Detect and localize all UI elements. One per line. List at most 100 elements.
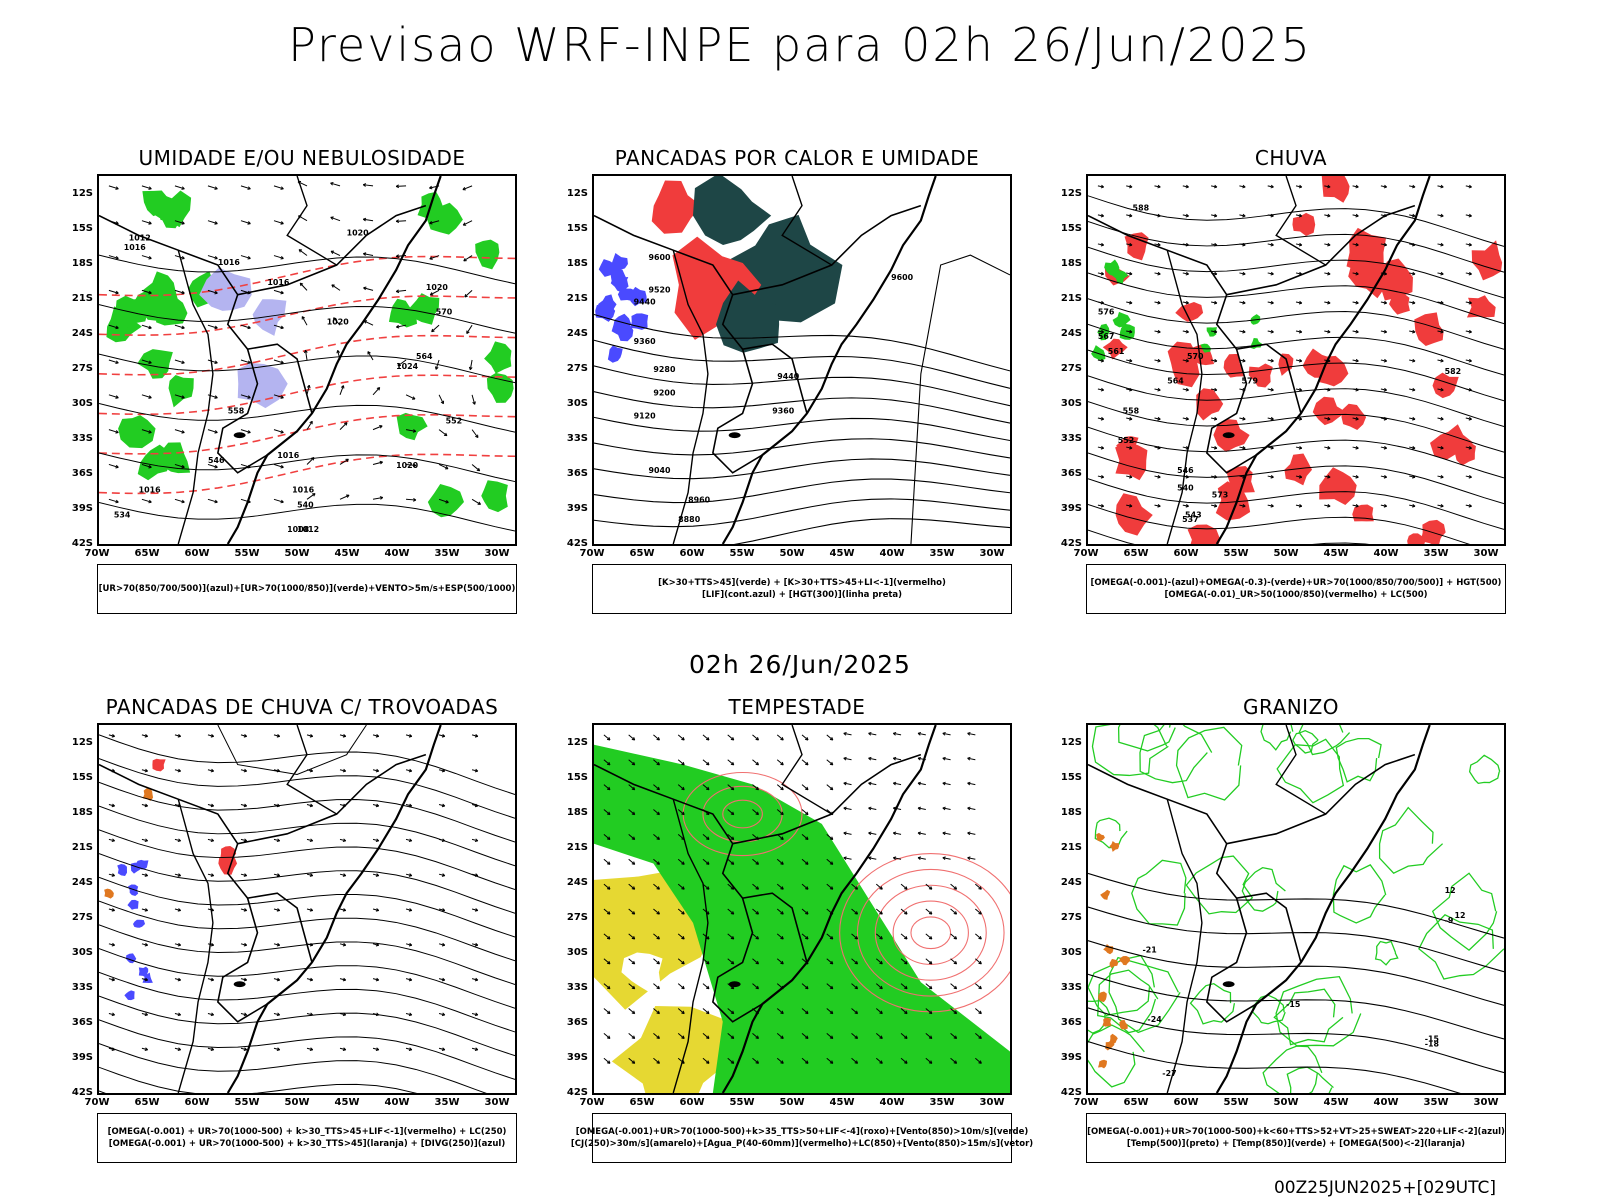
- vector-head: [1157, 358, 1161, 363]
- divergence-blue-area: [128, 884, 139, 896]
- latitude-label: 33S: [1060, 433, 1082, 444]
- latitude-label: 36S: [566, 1017, 588, 1028]
- wind-vector: [435, 359, 440, 370]
- vector-head: [472, 401, 476, 405]
- rain-green-area: [1112, 311, 1131, 328]
- contour-label: -18: [1425, 1040, 1440, 1049]
- vector-head: [805, 1010, 809, 1015]
- vector-head: [443, 432, 448, 437]
- wind-vector: [653, 784, 660, 791]
- vector-head: [1157, 271, 1161, 276]
- vector-head: [362, 183, 367, 187]
- vector-head: [829, 1010, 834, 1015]
- vector-head: [1185, 184, 1189, 189]
- vector-head: [379, 460, 383, 465]
- wind-vector: [438, 394, 444, 404]
- vector-head: [706, 1010, 710, 1015]
- latitude-label: 12S: [566, 737, 588, 748]
- vector-head: [656, 786, 660, 791]
- lc-850-contour: [856, 868, 1005, 997]
- wind-vector: [776, 908, 784, 915]
- contour-label: 546: [208, 456, 225, 465]
- vector-head: [730, 786, 735, 791]
- wind-vector: [653, 908, 660, 915]
- vector-head: [656, 911, 660, 915]
- latitude-label: 21S: [71, 842, 93, 853]
- vector-head: [829, 1035, 834, 1039]
- vector-head: [1298, 300, 1303, 305]
- vector-head: [805, 737, 809, 741]
- wind-vector: [331, 284, 341, 291]
- wind-vector: [950, 1008, 957, 1014]
- wind-vector: [628, 908, 636, 915]
- vector-head: [1129, 358, 1133, 363]
- wind-vector: [727, 958, 735, 965]
- wind-vector: [702, 858, 710, 865]
- wind-vector: [396, 324, 407, 328]
- vector-head: [1468, 358, 1472, 363]
- wind-vector: [299, 282, 308, 291]
- wind-vector: [677, 1057, 685, 1064]
- wind-vector: [207, 220, 218, 225]
- wind-vector: [677, 809, 685, 815]
- latitude-label: 30S: [71, 947, 93, 958]
- vector-head: [413, 498, 417, 502]
- vector-head: [1100, 445, 1105, 450]
- vector-head: [1298, 358, 1303, 363]
- wind-vector: [776, 1008, 784, 1014]
- streamline: [217, 725, 367, 775]
- vector-head: [1157, 184, 1161, 189]
- vector-head: [111, 733, 116, 738]
- wind-vector: [462, 185, 473, 191]
- vector-head: [1100, 271, 1105, 276]
- main-title: Previsao WRF-INPE para 02h 26/Jun/2025: [288, 18, 1312, 72]
- longitude-label: 35W: [929, 548, 955, 559]
- vector-head: [148, 499, 152, 504]
- vector-head: [1270, 358, 1274, 363]
- vector-head: [475, 434, 479, 439]
- wind-vector: [677, 958, 685, 965]
- wind-vector: [975, 1057, 982, 1064]
- humidity-green-area: [427, 483, 464, 518]
- streamline: [99, 758, 515, 819]
- vector-head: [730, 1060, 735, 1064]
- vector-head: [306, 384, 311, 389]
- wind-vector: [141, 289, 152, 294]
- hgt-300-contour: [594, 313, 1010, 372]
- vector-head: [967, 731, 971, 736]
- vector-head: [1157, 329, 1161, 334]
- contour-label: 1016: [218, 258, 241, 267]
- wind-vector: [868, 832, 877, 835]
- latitude-label: 27S: [566, 363, 588, 374]
- wind-vector: [339, 422, 348, 430]
- border-line: [286, 176, 338, 266]
- wind-vector: [727, 1032, 735, 1039]
- vector-head: [730, 836, 735, 840]
- vector-head: [656, 985, 660, 990]
- latitude-label: 42S: [1060, 538, 1082, 549]
- vector-head: [1355, 503, 1359, 508]
- vector-head: [681, 761, 685, 766]
- vector-head: [395, 184, 400, 189]
- humidity-green-area: [168, 374, 194, 408]
- vector-head: [829, 886, 834, 890]
- vector-head: [144, 733, 149, 738]
- wind-vector: [273, 429, 284, 434]
- vector-head: [181, 499, 185, 504]
- wind-vector: [776, 759, 784, 766]
- wind-vector: [826, 958, 834, 965]
- latitude-label: 12S: [1060, 188, 1082, 199]
- wind-vector: [900, 958, 908, 965]
- vector-head: [780, 1010, 784, 1015]
- rain-red-area: [1284, 453, 1313, 486]
- vector-head: [1440, 474, 1444, 479]
- vector-head: [606, 936, 611, 940]
- vector-head: [829, 786, 834, 791]
- vector-head: [1327, 416, 1331, 421]
- vector-head: [210, 1012, 215, 1017]
- vector-head: [805, 985, 809, 990]
- temp-850-contour: [1088, 1024, 1145, 1088]
- streamline: [99, 876, 515, 938]
- wind-vector: [628, 784, 636, 791]
- vector-head: [330, 181, 334, 186]
